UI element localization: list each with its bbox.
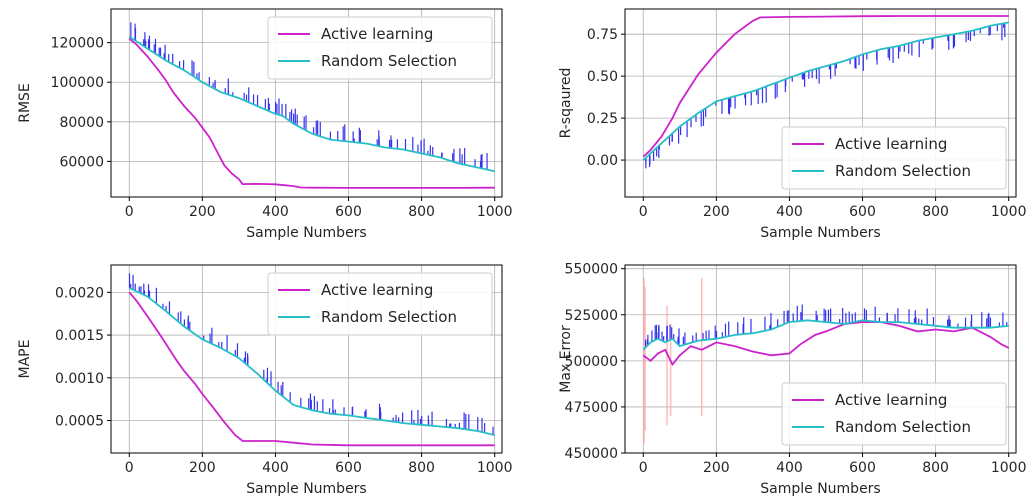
y-tick-label: 100000 — [51, 75, 104, 91]
legend-label: Random Selection — [835, 418, 971, 436]
plot-area — [642, 15, 1009, 169]
x-tick-label: 0 — [125, 460, 134, 476]
y-tick-label: 500000 — [565, 354, 618, 370]
y-axis-label: RMSE — [17, 83, 33, 123]
chart-r2: 0 200 400 600 800 1000 0.00 0.25 0.50 0.75 Sample … — [558, 8, 1027, 241]
y-tick-label: 0.50 — [587, 69, 618, 85]
legend: Active learning Random Selection — [781, 126, 1007, 190]
legend-label: Random Selection — [321, 308, 457, 326]
legend-box — [267, 16, 493, 80]
x-tick-label: 400 — [776, 204, 803, 220]
x-tick-label: 600 — [849, 460, 876, 476]
legend-box — [781, 126, 1007, 190]
y-tick-label: 0.75 — [587, 27, 618, 43]
axes-frame — [110, 264, 503, 454]
y-tick-label: 0.0015 — [55, 328, 104, 344]
series-line-random-selection — [642, 21, 1009, 161]
plot-area — [642, 277, 1010, 444]
x-tick-label: 600 — [335, 204, 362, 220]
series-line-random-selection — [128, 287, 495, 436]
x-tick-label: 200 — [703, 460, 730, 476]
x-tick-label: 400 — [262, 460, 289, 476]
x-axis-label: Sample Numbers — [246, 481, 366, 497]
y-tick-label: 0.0010 — [55, 371, 104, 387]
series-line-active-learning — [128, 38, 495, 189]
legend-label: Active learning — [321, 281, 433, 299]
legend-box — [267, 272, 493, 336]
x-tick-label: 0 — [639, 460, 648, 476]
series-line-active-learning — [642, 15, 1009, 158]
axes-frame — [110, 8, 503, 198]
y-tick-label: 0.00 — [587, 153, 618, 169]
legend-box — [781, 382, 1007, 446]
x-axis-label: Sample Numbers — [760, 481, 880, 497]
legend-label: Active learning — [835, 391, 947, 409]
series-line-random-selection — [128, 35, 495, 173]
legend: Active learning Random Selection — [267, 272, 493, 336]
x-tick-label: 1000 — [991, 204, 1027, 220]
x-tick-label: 0 — [125, 204, 134, 220]
x-tick-label: 200 — [189, 460, 216, 476]
legend-label: Random Selection — [835, 162, 971, 180]
y-axis-label: R-sqaured — [558, 68, 574, 139]
x-axis-label: Sample Numbers — [760, 225, 880, 241]
axes-frame — [624, 264, 1017, 454]
series-line-active-learning — [642, 321, 1010, 367]
y-tick-label: 80000 — [59, 115, 104, 131]
axes-frame — [624, 8, 1017, 198]
x-tick-label: 600 — [849, 204, 876, 220]
y-tick-label: 525000 — [565, 308, 618, 324]
plot-area — [128, 273, 495, 447]
x-tick-label: 0 — [639, 204, 648, 220]
legend: Active learning Random Selection — [267, 16, 493, 80]
series-line-active-learning — [128, 291, 495, 447]
legend: Active learning Random Selection — [781, 382, 1007, 446]
y-tick-label: 0.0020 — [55, 285, 104, 301]
legend-label: Active learning — [835, 135, 947, 153]
x-axis-label: Sample Numbers — [246, 225, 366, 241]
x-tick-label: 200 — [189, 204, 216, 220]
chart-maxerr: 0 200 400 600 800 1000 450000 475000 500000 52500… — [558, 262, 1027, 497]
x-tick-label: 800 — [408, 204, 435, 220]
y-axis-label: MAPE — [17, 340, 33, 379]
legend-label: Random Selection — [321, 52, 457, 70]
y-axis-label: Max Error — [558, 325, 574, 393]
y-tick-label: 475000 — [565, 400, 618, 416]
y-tick-label: 60000 — [59, 154, 104, 170]
x-tick-label: 1000 — [477, 204, 513, 220]
x-tick-label: 800 — [922, 204, 949, 220]
y-tick-label: 0.0005 — [55, 414, 104, 430]
series-line-random-selection — [642, 319, 1009, 351]
y-tick-label: 550000 — [565, 262, 618, 278]
legend-label: Active learning — [321, 25, 433, 43]
x-tick-label: 400 — [262, 204, 289, 220]
y-tick-label: 120000 — [51, 36, 104, 52]
y-tick-label: 0.25 — [587, 111, 618, 127]
x-tick-label: 1000 — [477, 460, 513, 476]
x-tick-label: 600 — [335, 460, 362, 476]
x-tick-label: 1000 — [991, 460, 1027, 476]
x-tick-label: 800 — [408, 460, 435, 476]
chart-mape: 0 200 400 600 800 1000 0.0005 0.0010 0.0015 0.002… — [17, 264, 513, 497]
chart-rmse: 0 200 400 600 800 1000 60000 80000 100000 120000 S… — [17, 8, 513, 241]
x-tick-label: 200 — [703, 204, 730, 220]
y-tick-label: 450000 — [565, 446, 618, 462]
x-tick-label: 400 — [776, 460, 803, 476]
x-tick-label: 800 — [922, 460, 949, 476]
plot-area — [128, 22, 495, 189]
